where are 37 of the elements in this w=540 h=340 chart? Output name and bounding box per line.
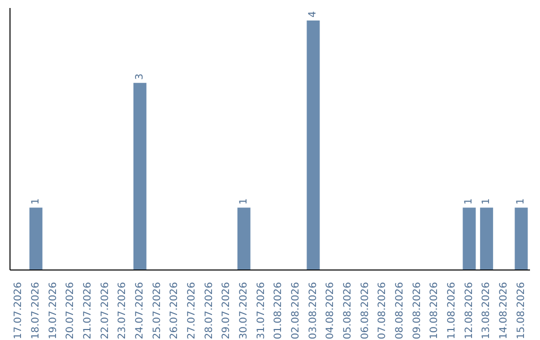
x-tick-label: 02.08.2026 (290, 282, 302, 340)
x-tick-label: 13.08.2026 (481, 282, 492, 340)
data-label: 1 (481, 198, 492, 205)
data-label: 4 (308, 11, 319, 18)
x-tick-label: 06.08.2026 (360, 282, 371, 340)
x-tick-label: 15.08.2026 (516, 282, 527, 340)
x-tick-label: 11.08.2026 (446, 282, 458, 340)
x-tick-label: 28.07.2026 (204, 282, 215, 340)
x-tick-label: 23.07.2026 (117, 282, 128, 340)
x-tick-label: 18.07.2026 (30, 282, 42, 340)
data-label: 1 (30, 198, 42, 205)
x-tick-label: 24.07.2026 (134, 282, 146, 340)
x-tick-label: 08.08.2026 (394, 282, 406, 340)
x-tick-label: 07.08.2026 (377, 282, 388, 340)
x-tick-label: 25.07.2026 (152, 282, 163, 340)
x-tick-label: 27.07.2026 (186, 282, 198, 340)
x-tick-label: 01.08.2026 (273, 282, 284, 340)
x-tick-label: 30.07.2026 (238, 282, 250, 340)
x-tick-label: 09.08.2026 (412, 282, 423, 340)
data-label: 3 (134, 73, 146, 80)
x-tick-label: 31.07.2026 (256, 282, 267, 340)
data-label: 1 (464, 198, 475, 205)
x-tick-label: 20.07.2026 (65, 282, 76, 340)
x-tick-label: 21.07.2026 (82, 282, 94, 340)
data-label: 1 (238, 198, 250, 205)
data-label: 1 (516, 198, 527, 205)
x-tick-label: 29.07.2026 (221, 282, 232, 340)
x-tick-label: 14.08.2026 (498, 282, 510, 340)
x-tick-label: 19.07.2026 (48, 282, 59, 340)
x-tick-label: 10.08.2026 (429, 282, 440, 340)
x-tick-label: 03.08.2026 (308, 282, 319, 340)
x-tick-label: 26.07.2026 (169, 282, 180, 340)
x-tick-label: 05.08.2026 (342, 282, 354, 340)
x-tick-label: 12.08.2026 (464, 282, 475, 340)
x-tick-label: 04.08.2026 (325, 282, 336, 340)
x-tick-label: 22.07.2026 (100, 282, 111, 340)
x-tick-label: 17.07.2026 (13, 282, 24, 340)
